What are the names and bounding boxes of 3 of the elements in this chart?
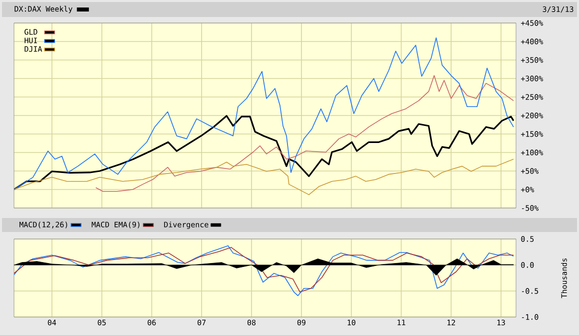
- line-series: [14, 115, 514, 190]
- line-series: [14, 158, 514, 196]
- line-series: [95, 75, 514, 192]
